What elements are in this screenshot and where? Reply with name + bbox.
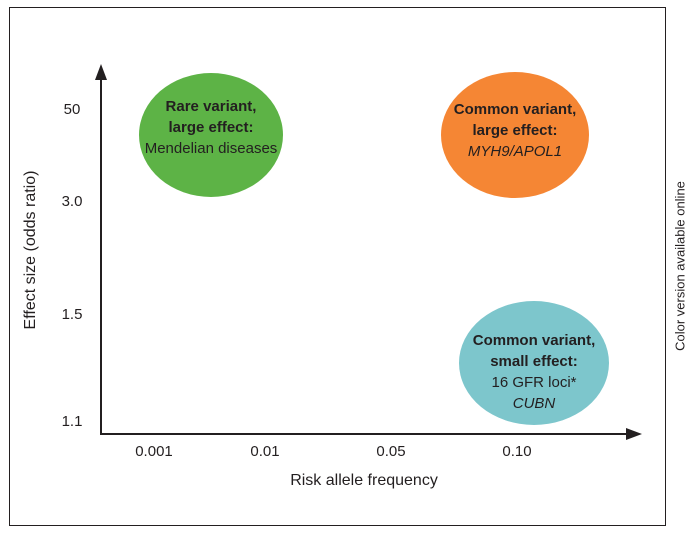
- bubble-line: Mendelian diseases: [145, 140, 278, 157]
- x-tick-label: 0.10: [502, 443, 531, 460]
- bubble-line: CUBN: [513, 395, 556, 412]
- y-tick-label: 3.0: [62, 193, 83, 210]
- x-tick-label: 0.05: [376, 443, 405, 460]
- bubble-common-small-effect: Common variant, small effect: 16 GFR loc…: [459, 301, 609, 425]
- bubble-line: Common variant,: [473, 332, 596, 349]
- figure-frame: [9, 7, 666, 526]
- bubble-line: large effect:: [472, 122, 557, 139]
- bubble-line: Common variant,: [454, 101, 577, 118]
- bubble-rare-large-effect: Rare variant, large effect: Mendelian di…: [139, 73, 283, 197]
- bubble-line: large effect:: [168, 119, 253, 136]
- y-axis-title: Effect size (odds ratio): [22, 171, 39, 330]
- bubble-shape: [441, 72, 589, 198]
- bubble-line: 16 GFR loci*: [491, 374, 576, 391]
- y-tick-label: 50: [64, 101, 81, 118]
- bubble-common-large-effect: Common variant, large effect: MYH9/APOL1: [441, 72, 589, 198]
- bubble-line: MYH9/APOL1: [468, 143, 562, 160]
- x-tick-label: 0.01: [250, 443, 279, 460]
- y-axis-arrowhead: [95, 64, 107, 80]
- bubble-shape: [459, 301, 609, 425]
- bubble-shape: [139, 73, 283, 197]
- bubble-line: Rare variant,: [166, 98, 257, 115]
- y-tick-label: 1.5: [62, 306, 83, 323]
- x-axis-arrowhead: [626, 428, 642, 440]
- x-axis-title: Risk allele frequency: [290, 472, 438, 489]
- y-tick-label: 1.1: [62, 413, 83, 430]
- x-tick-label: 0.001: [135, 443, 173, 460]
- bubble-line: small effect:: [490, 353, 578, 370]
